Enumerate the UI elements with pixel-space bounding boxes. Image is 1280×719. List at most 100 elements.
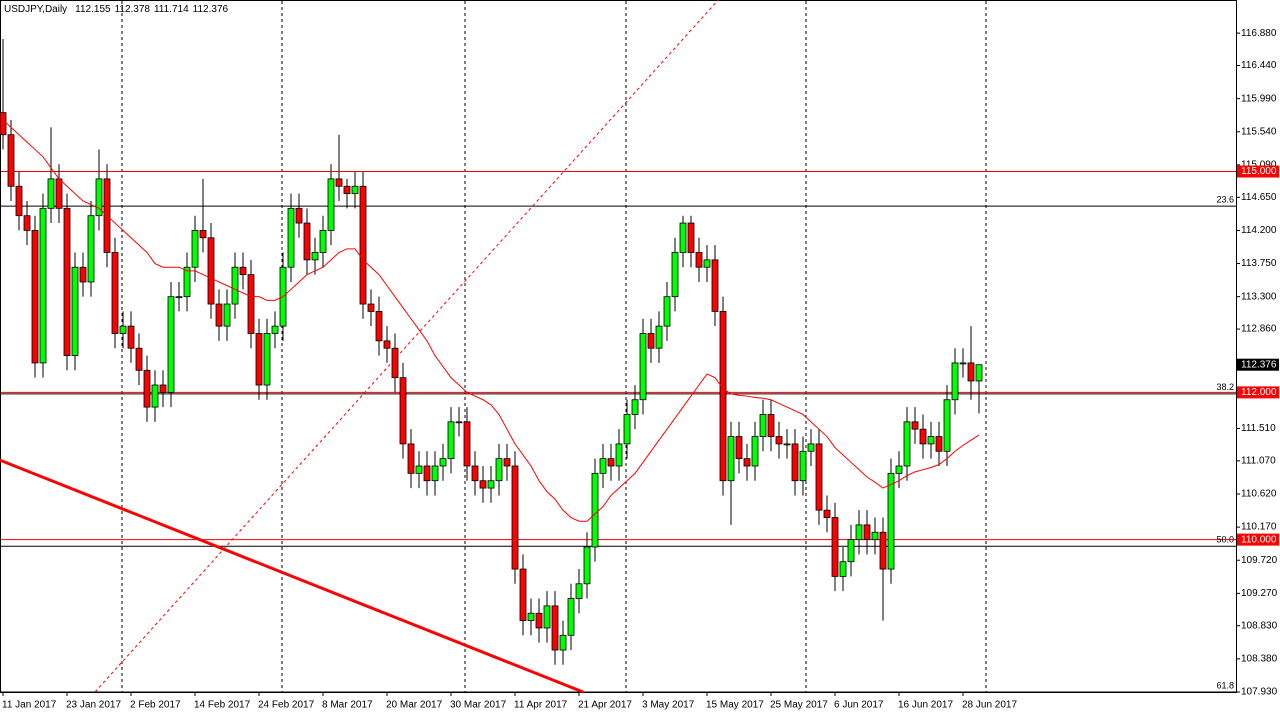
level-label: 110.000 <box>1241 534 1277 545</box>
candle-body <box>599 458 607 474</box>
candle-body <box>143 369 151 408</box>
header-value: 112.376 <box>193 4 229 15</box>
y-tick-label: 111.510 <box>1241 423 1276 434</box>
y-tick-label: 108.830 <box>1241 620 1278 631</box>
candle-body <box>247 274 255 334</box>
candle-body <box>335 178 343 187</box>
y-tick-label: 114.650 <box>1241 192 1277 203</box>
candle-body <box>519 568 527 621</box>
y-tick-label: 115.990 <box>1241 93 1277 104</box>
y-tick-label: 115.090 <box>1241 160 1277 171</box>
x-tick-label: 16 Jun 2017 <box>898 700 953 711</box>
candle-body <box>687 222 695 253</box>
candle-body <box>895 465 903 474</box>
candle-body <box>375 310 383 342</box>
candle-body <box>631 399 639 415</box>
candle-body <box>767 414 775 437</box>
candle-body <box>431 465 439 482</box>
candle-body <box>495 458 503 482</box>
candle-body <box>207 237 215 305</box>
fib-label: 23.6 <box>1216 195 1234 205</box>
x-tick-label: 20 Mar 2017 <box>386 700 443 711</box>
candle-body <box>311 252 319 261</box>
candle-body <box>167 296 175 393</box>
candle-body <box>159 384 167 393</box>
candle-body <box>919 428 927 445</box>
candle-body <box>383 340 391 349</box>
candle-body <box>263 333 271 386</box>
candle-body <box>127 325 135 349</box>
candle-body <box>31 230 39 364</box>
candle-body <box>295 207 303 224</box>
candle-body <box>639 333 647 401</box>
candle-body <box>71 266 79 356</box>
candle-body <box>607 458 615 467</box>
header-value: 112.378 <box>115 4 151 15</box>
candle-body <box>135 347 143 371</box>
candle-body <box>359 185 367 305</box>
candle-body <box>831 517 839 577</box>
candle-body <box>367 303 375 312</box>
level-label: 112.000 <box>1241 387 1277 398</box>
symbol: USDJPY,Daily <box>4 4 67 15</box>
candle-body <box>15 185 23 217</box>
candle-body <box>455 421 463 424</box>
y-tick-label: 111.070 <box>1241 455 1276 466</box>
candle-body <box>903 421 911 467</box>
candle-body <box>575 583 583 599</box>
candle-body <box>567 598 575 636</box>
candle-body <box>839 561 847 577</box>
candle-body <box>871 531 879 541</box>
candle-body <box>351 185 359 195</box>
candle-body <box>527 612 535 621</box>
y-tick-label: 110.620 <box>1241 489 1277 500</box>
candle-body <box>591 472 599 548</box>
x-tick-label: 14 Feb 2017 <box>194 700 251 711</box>
candle-body <box>511 465 519 570</box>
candle-body <box>535 612 543 629</box>
candle-body <box>423 465 431 482</box>
price-tag <box>1237 358 1279 371</box>
candle-body <box>55 178 63 209</box>
candle-body <box>399 377 407 445</box>
candle-body <box>151 384 159 408</box>
candle-body <box>855 524 863 541</box>
fib-label: 61.8 <box>1216 680 1234 690</box>
candle-body <box>47 178 55 209</box>
candle-body <box>415 465 423 474</box>
fib-label: 50.0 <box>1216 535 1234 545</box>
candle-body <box>199 230 207 239</box>
candle-body <box>23 215 31 231</box>
candle-body <box>239 266 247 275</box>
candle-body <box>271 325 279 334</box>
x-tick-label: 3 May 2017 <box>642 700 695 711</box>
candle-body <box>119 325 127 334</box>
candle-body <box>775 436 783 445</box>
candle-body <box>471 465 479 482</box>
candle-body <box>439 458 447 467</box>
candle-body <box>543 605 551 629</box>
x-tick-label: 8 Mar 2017 <box>322 700 373 711</box>
candle-body <box>39 207 47 364</box>
x-tick-label: 23 Jan 2017 <box>66 700 121 711</box>
y-tick-label: 107.930 <box>1241 687 1278 698</box>
candle-body <box>703 259 711 268</box>
candle-body <box>231 266 239 305</box>
x-tick-label: 15 May 2017 <box>706 700 764 711</box>
level-label: 115.000 <box>1241 166 1277 177</box>
y-tick-label: 115.540 <box>1241 126 1277 137</box>
y-tick-label: 110.170 <box>1241 522 1277 533</box>
candle-body <box>303 222 311 261</box>
candle-body <box>951 362 959 401</box>
x-tick-label: 21 Apr 2017 <box>578 700 632 711</box>
candle-body <box>815 443 823 511</box>
candle-body <box>111 252 119 334</box>
candle-body <box>487 480 495 489</box>
candle-body <box>935 436 943 452</box>
candle-body <box>975 364 983 382</box>
candle-body <box>759 414 767 437</box>
candle-body <box>735 436 743 460</box>
candle-body <box>407 443 415 474</box>
candle-body <box>327 178 335 231</box>
